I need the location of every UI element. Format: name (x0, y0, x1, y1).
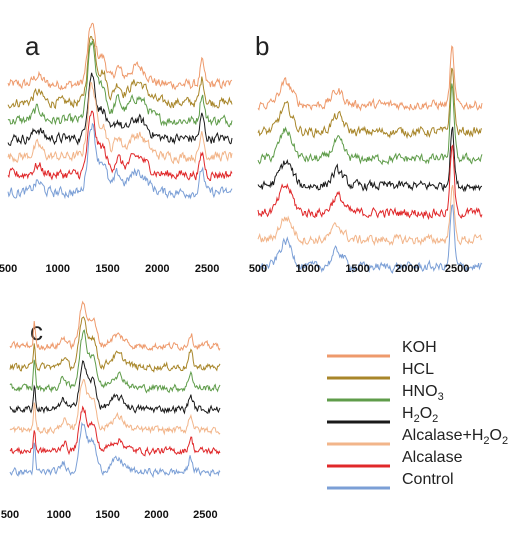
series-line-h2o2 (257, 126, 483, 193)
series-line-control (7, 122, 233, 200)
legend-label: Alcalase (402, 449, 463, 466)
x-tick-label: 2500 (193, 509, 217, 521)
series-line-alcalase (257, 144, 483, 221)
legend-label: Control (402, 471, 454, 488)
legend-label: HCL (402, 361, 434, 378)
x-tick-label: 2000 (145, 263, 169, 275)
legend-label: KOH (402, 339, 437, 356)
x-tick-label: 1500 (95, 263, 119, 275)
x-tick-label: 2000 (395, 263, 419, 275)
x-tick-label: 2500 (445, 263, 469, 275)
series-line-alcalase-h2o2 (257, 184, 483, 247)
legend-label: HNO3 (402, 383, 444, 403)
x-tick-label: 500 (0, 263, 17, 275)
series-line-control (257, 204, 483, 274)
panel-a: a 500 1000 1500 2000 2500 (0, 22, 233, 275)
panel-letter: b (255, 31, 269, 61)
series-line-koh (7, 22, 233, 91)
series-line-hno3 (7, 40, 233, 128)
series-line-hcl (257, 67, 483, 140)
x-tick-label: 500 (249, 263, 267, 275)
series-line-koh (9, 300, 221, 352)
series-line-alcalase (7, 110, 233, 181)
series-line-hno3 (257, 83, 483, 166)
series-line-alcalase-h2o2 (7, 81, 233, 165)
series-line-hcl (7, 35, 233, 110)
series-line-alcalase (9, 405, 221, 457)
x-tick-label: 1000 (47, 509, 71, 521)
series-line-hcl (9, 316, 221, 373)
panel-letter: a (25, 31, 40, 61)
x-tick-label: 2000 (144, 509, 168, 521)
legend-label: Alcalase+H2O2 (402, 427, 508, 447)
series-line-h2o2 (7, 72, 233, 146)
x-tick-label: 500 (1, 509, 19, 521)
series-line-koh (257, 45, 483, 112)
series-line-hno3 (9, 329, 221, 394)
series-line-h2o2 (9, 360, 221, 415)
x-tick-label: 2500 (195, 263, 219, 275)
series-line-control (9, 421, 221, 479)
x-tick-label: 1500 (95, 509, 119, 521)
x-tick-label: 1000 (46, 263, 70, 275)
series-line-alcalase-h2o2 (9, 378, 221, 436)
x-tick-label: 1500 (345, 263, 369, 275)
x-tick-label: 1000 (296, 263, 320, 275)
panel-b: b 500 1000 1500 2000 2500 (249, 31, 483, 275)
legend-label: H2O2 (402, 405, 438, 425)
